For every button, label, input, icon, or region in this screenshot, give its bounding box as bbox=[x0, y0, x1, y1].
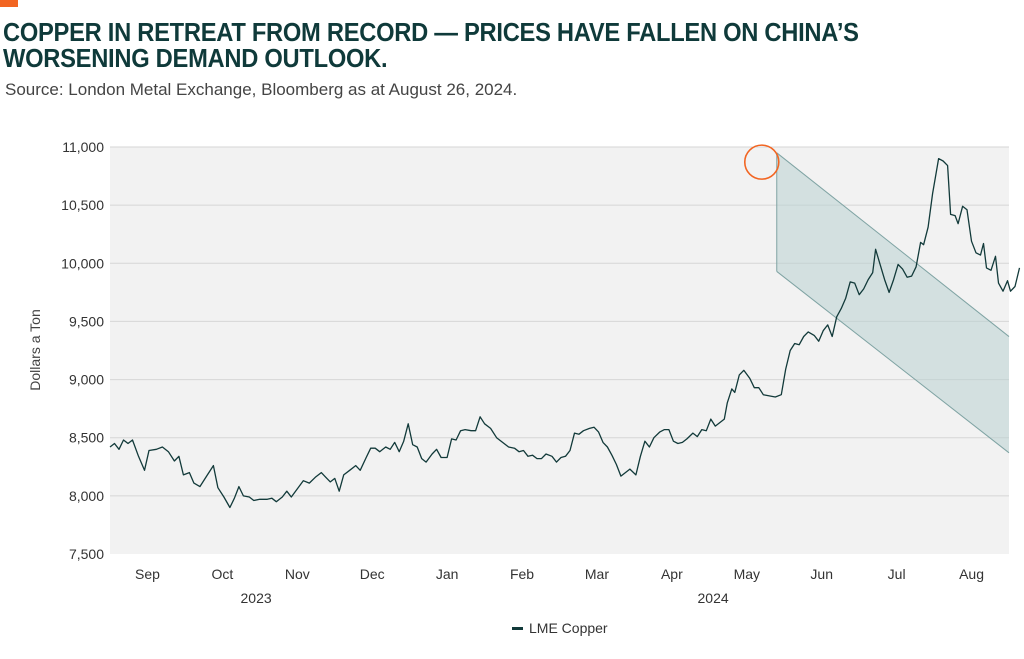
legend: LME Copper bbox=[512, 620, 608, 636]
y-tick-label: 7,500 bbox=[69, 546, 104, 562]
x-tick-label: May bbox=[734, 566, 760, 582]
source-note: Source: London Metal Exchange, Bloomberg… bbox=[5, 80, 518, 99]
y-tick-label: 11,000 bbox=[62, 139, 104, 155]
y-tick-label: 9,500 bbox=[69, 313, 104, 329]
y-tick-label: 8,500 bbox=[69, 430, 104, 446]
x-tick-label: Apr bbox=[661, 566, 683, 582]
y-tick-label: 8,000 bbox=[69, 488, 104, 504]
series-line-lme-copper bbox=[109, 157, 1021, 509]
chart-title: COPPER IN RETREAT FROM RECORD — PRICES H… bbox=[3, 19, 859, 73]
plot-area bbox=[110, 147, 1009, 554]
y-tick-label: 10,500 bbox=[61, 197, 104, 213]
y-tick-label: 9,000 bbox=[69, 372, 104, 388]
brand-accent-bar bbox=[0, 0, 18, 7]
x-tick-label: Sep bbox=[135, 566, 160, 582]
x-tick-label: Jul bbox=[888, 566, 906, 582]
x-tick-label: Jun bbox=[810, 566, 833, 582]
channel-upper-edge bbox=[776, 152, 1010, 337]
x-tick-label: Dec bbox=[360, 566, 385, 582]
peak-highlight-circle bbox=[743, 144, 780, 180]
x-tick-label: Nov bbox=[285, 566, 310, 582]
legend-swatch-lme-copper bbox=[512, 626, 523, 630]
x-tick-label: Oct bbox=[211, 566, 233, 582]
year-label: 2024 bbox=[698, 590, 729, 606]
year-label: 2023 bbox=[241, 590, 272, 606]
y-axis-title: Dollars a Ton bbox=[27, 309, 43, 390]
x-tick-label: Feb bbox=[510, 566, 534, 582]
x-tick-label: Mar bbox=[585, 566, 609, 582]
channel-lower-edge bbox=[776, 271, 1010, 454]
y-tick-label: 10,000 bbox=[61, 255, 104, 271]
x-tick-label: Jan bbox=[436, 566, 459, 582]
decline-channel bbox=[776, 152, 1009, 453]
x-tick-label: Aug bbox=[959, 566, 984, 582]
legend-label-lme-copper: LME Copper bbox=[529, 620, 608, 636]
